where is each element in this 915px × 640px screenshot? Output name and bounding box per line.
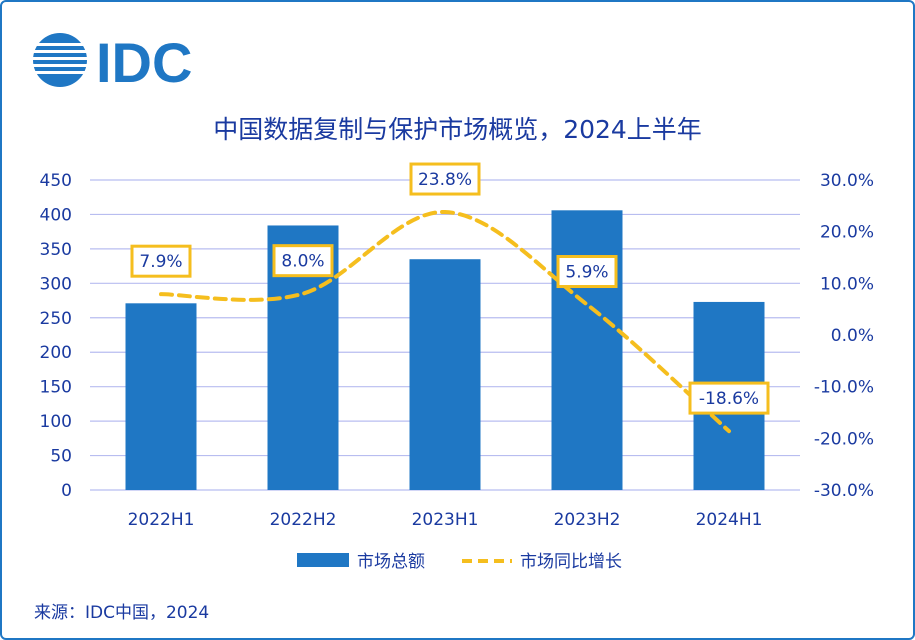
x-tick-label: 2023H1: [412, 510, 479, 530]
data-label-box: [272, 244, 334, 278]
y-left-tick-label: 50: [50, 447, 72, 467]
legend-swatch-bar: [297, 553, 349, 567]
legend-label: 市场同比增长: [520, 552, 622, 572]
chart-title: 中国数据复制与保护市场概览，2024上半年: [213, 115, 702, 144]
data-label: 23.8%: [418, 170, 472, 190]
y-right-tick-label: -20.0%: [814, 429, 874, 449]
y-right-tick-label: 20.0%: [820, 223, 874, 243]
y-right-tick-label: 30.0%: [820, 171, 874, 191]
logo-text: IDC: [96, 31, 192, 90]
bar: [551, 210, 623, 491]
y-left-tick-label: 200: [40, 343, 72, 363]
data-label: 5.9%: [565, 263, 608, 283]
y-right-tick-label: -10.0%: [814, 378, 874, 398]
y-left-tick-label: 250: [40, 309, 72, 329]
y-right-tick-label: 0.0%: [831, 326, 874, 346]
bar: [409, 259, 481, 490]
data-label: 8.0%: [281, 252, 324, 272]
bar: [125, 303, 197, 490]
data-label-box: [130, 244, 192, 278]
data-label: -18.6%: [699, 389, 759, 409]
y-right-tick-label: -30.0%: [814, 481, 874, 501]
x-tick-label: 2022H1: [128, 510, 195, 530]
x-tick-label: 2023H2: [554, 510, 621, 530]
y-left-tick-label: 450: [40, 171, 72, 191]
globe-icon: [30, 33, 90, 87]
x-tick-label: 2022H2: [270, 510, 337, 530]
data-label: 7.9%: [139, 252, 182, 272]
y-right-tick-label: 10.0%: [820, 274, 874, 294]
legend-label: 市场总额: [357, 552, 425, 572]
y-left-tick-label: 350: [40, 240, 72, 260]
y-left-tick-label: 400: [40, 205, 72, 225]
y-left-tick-label: 100: [40, 412, 72, 432]
y-left-tick-label: 150: [40, 378, 72, 398]
growth-line: [159, 210, 731, 434]
idc-logo: IDC: [30, 31, 192, 90]
source-note: 来源：IDC中国，2024: [34, 603, 210, 623]
data-label-box: [556, 255, 618, 289]
data-label-box: [688, 381, 770, 415]
data-label-box: [409, 162, 481, 196]
y-left-tick-label: 0: [61, 481, 72, 501]
y-left-tick-label: 300: [40, 274, 72, 294]
x-tick-label: 2024H1: [696, 510, 763, 530]
